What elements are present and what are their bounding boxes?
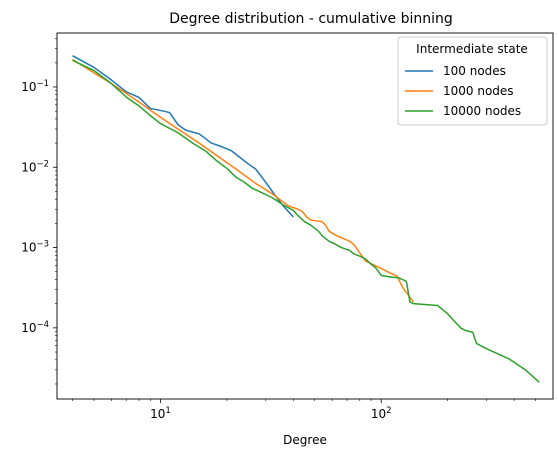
legend-title: Intermediate state [416,42,528,56]
legend: Intermediate state 100 nodes 1000 nodes 10… [397,36,548,126]
legend-box [397,36,548,126]
x-tick-label: 101 [150,406,171,421]
chart-title: Degree distribution - cumulative binning [169,11,453,27]
y-tick-label: 10−2 [21,159,49,174]
series-line-2 [72,59,540,383]
axis-ticks: 101 102 10−4 10−3 10−2 10−1 [21,38,536,421]
y-tick-label: 10−4 [21,320,49,335]
series-line-1 [72,58,415,303]
legend-label-0: 100 nodes [443,64,506,78]
y-tick-label: 10−1 [21,79,49,94]
legend-label-1: 1000 nodes [443,84,514,98]
x-tick-label: 102 [371,406,392,421]
series-line-0 [72,55,294,218]
plot-lines [72,55,540,383]
legend-label-2: 10000 nodes [443,104,521,118]
x-axis-label: Degree [283,433,327,447]
plot-area [56,32,554,400]
y-tick-label: 10−3 [21,240,49,255]
